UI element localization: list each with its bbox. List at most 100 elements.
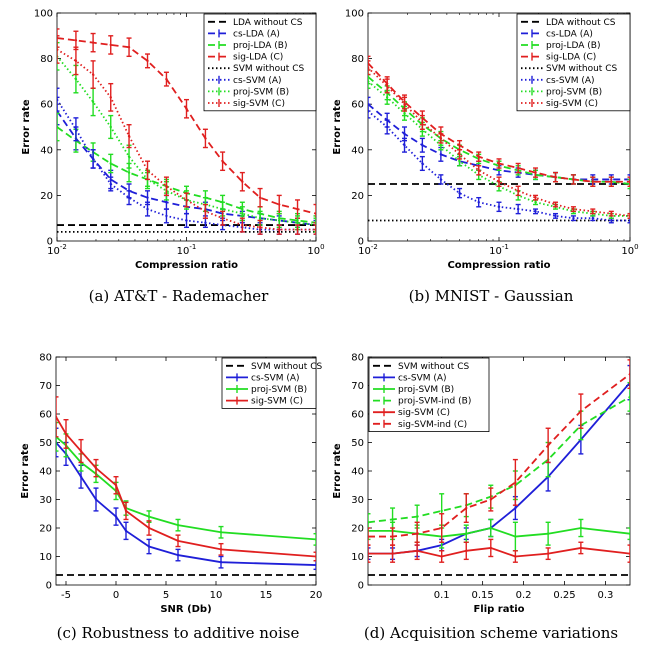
series-sig-svm-c-point (534, 196, 537, 199)
series-sig-svm-ind-c-line (368, 373, 630, 538)
legend-label: cs-LDA (A) (233, 29, 280, 39)
series-sig-svm-c-point (591, 210, 594, 213)
series-sig-svm-c-point (221, 217, 224, 220)
series-cs-svm-a-point (439, 178, 443, 181)
series-sig-lda-c-point (127, 46, 131, 49)
series-sig-lda-c-point (278, 203, 281, 206)
series-sig-lda-c-point (534, 171, 537, 174)
series-sig-svm-c-point (368, 552, 370, 555)
panel-c: 0 10 20 30 40 50 60 70 80 -5 0 5 10 15 20 SNR (Db) Error… (20, 353, 322, 643)
series-proj-svm-b-point (514, 535, 517, 538)
x-tick-label: 10 (210, 590, 223, 601)
series-sig-svm-c-point (314, 228, 316, 231)
series-sig-lda-c-point (516, 166, 520, 170)
x-tick-label: 0.25 (553, 590, 575, 601)
x-tick-label: 15 (260, 590, 273, 601)
series-cs-svm-a-point (79, 475, 83, 478)
data-layer (57, 28, 316, 235)
y-tick-label: 0 (47, 237, 53, 248)
series-cs-lda-a-point (439, 153, 443, 156)
y-tick-label: 80 (40, 54, 53, 65)
y-axis-label: Error rate (332, 443, 343, 498)
series-proj-svm-b-point (579, 526, 583, 530)
panel-caption: (c) Robustness to additive noise (57, 624, 300, 642)
series-proj-svm-b-point (74, 77, 78, 81)
y-tick-label: 40 (351, 467, 364, 478)
series-sig-svm-ind-c-point (415, 532, 419, 535)
series-proj-svm-b-point (219, 531, 223, 534)
legend-box (203, 13, 317, 112)
series-cs-svm-a-point (94, 498, 98, 501)
y-tick-label: 50 (351, 438, 364, 449)
series-cs-lda-a-point (165, 201, 168, 204)
panel-caption: (a) AT&T - Rademacher (89, 287, 270, 305)
y-tick-label: 40 (39, 467, 52, 478)
series-sig-svm-c-point (554, 203, 557, 206)
legend-label: cs-SVM (A) (251, 373, 300, 383)
series-proj-svm-ind-b-point (440, 509, 443, 513)
y-tick-label: 0 (358, 237, 364, 248)
y-tick-label: 0 (46, 581, 52, 592)
series-sig-svm-c-point (94, 466, 98, 470)
legend-box (368, 357, 490, 432)
series-cs-svm-a-point (176, 553, 180, 557)
y-tick-label: 60 (351, 100, 364, 111)
y-tick-label: 70 (351, 381, 364, 392)
y-tick-label: 30 (39, 495, 52, 506)
series-sig-svm-c-point (278, 228, 281, 231)
series-cs-svm-a-point (554, 214, 557, 218)
series-sig-svm-c-point (440, 555, 443, 558)
series-cs-svm-a-point (610, 219, 613, 222)
series-proj-svm-b-point (489, 526, 493, 530)
legend-label: LDA without CS (546, 18, 616, 28)
legend-box (516, 13, 631, 112)
panel-b: 0 20 40 60 80 100 10-2 10-1 100 Compression ratio… (332, 9, 639, 306)
x-tick-label: 100 (621, 243, 638, 257)
series-proj-svm-ind-b-point (368, 521, 370, 524)
series-cs-lda-a-point (421, 144, 424, 147)
y-tick-label: 80 (39, 353, 52, 364)
series-sig-svm-ind-c-point (391, 535, 394, 538)
series-cs-svm-a-point (534, 210, 537, 213)
legend-label: proj-SVM (B) (546, 87, 602, 97)
series-sig-svm-c-point (489, 546, 493, 550)
series-sig-svm-c-point (385, 84, 389, 88)
legend-label: proj-SVM (B) (251, 385, 307, 395)
series-sig-lda-c-point (74, 39, 78, 42)
series-cs-svm-a-point (421, 162, 424, 165)
series-sig-svm-c-point (91, 73, 95, 76)
series-sig-svm-ind-c-point (579, 409, 583, 413)
series-sig-lda-c-point (165, 77, 168, 81)
legend-label: sig-LDA (C) (233, 53, 283, 63)
y-tick-label: 20 (40, 191, 53, 202)
series-cs-svm-a-point (572, 217, 575, 220)
series-sig-svm-c-point (258, 226, 262, 229)
series-proj-svm-b-point (458, 160, 461, 163)
panel-caption: (d) Acquisition scheme variations (364, 624, 618, 642)
legend-label: SVM without CS (398, 362, 469, 372)
y-tick-label: 60 (40, 100, 53, 111)
y-tick-label: 80 (351, 54, 364, 65)
series-cs-svm-a-point (219, 561, 223, 564)
legend-label: SVM without CS (546, 64, 617, 74)
y-tick-label: 20 (39, 524, 52, 535)
x-axis-label: Compression ratio (135, 260, 238, 271)
series-sig-svm-c-point (439, 137, 443, 140)
series-cs-svm-a-point (147, 545, 151, 548)
series-sig-lda-c-point (185, 107, 188, 110)
x-tick-label: 10-1 (489, 243, 509, 257)
y-tick-label: 30 (351, 495, 364, 506)
series-sig-svm-c-point (514, 555, 517, 558)
legend-label: proj-SVM (B) (398, 385, 454, 395)
data-layer (368, 359, 630, 576)
series-proj-svm-b-point (628, 532, 630, 535)
legend-label: proj-LDA (B) (546, 41, 600, 51)
panel-a: 0 20 40 60 80 100 10-2 10-1 100 Compression ratio… (21, 9, 325, 306)
series-proj-svm-b-point (296, 221, 299, 224)
legend-label: SVM without CS (233, 64, 304, 74)
series-sig-svm-c-point (56, 415, 58, 419)
series-sig-svm-c-point (185, 198, 188, 202)
